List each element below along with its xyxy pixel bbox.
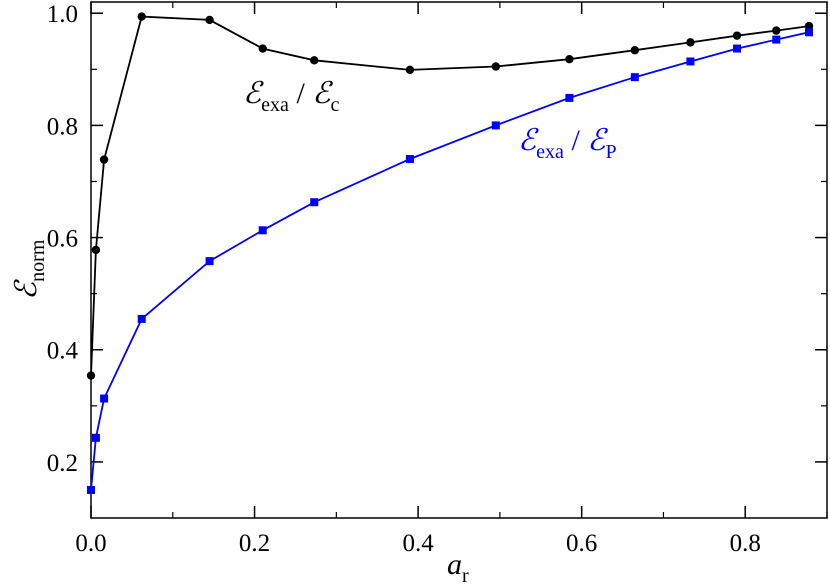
data-point-c: [804, 21, 814, 31]
y-axis-title: ℰnorm: [10, 239, 49, 300]
series-label-p: ℰexa / ℰP: [518, 124, 617, 163]
data-point-c: [310, 56, 319, 65]
x-tick-label: 0.8: [730, 530, 761, 557]
data-point-P: [630, 73, 639, 82]
series-line-P: [90, 31, 810, 491]
x-axis-title: ar: [447, 548, 469, 584]
series-line-c: [90, 15, 810, 376]
data-point-P: [100, 394, 109, 403]
x-tick-label: 0.4: [402, 530, 434, 557]
series-c: [86, 12, 814, 380]
data-point-c: [99, 155, 109, 164]
data-point-c: [258, 44, 267, 53]
x-tick-label: 0.6: [566, 530, 597, 557]
y-tick-label: 0.8: [47, 113, 78, 140]
data-point-P: [137, 314, 146, 323]
x-tick-label: 0.2: [239, 530, 270, 557]
data-point-c: [686, 38, 695, 47]
data-point-c: [732, 31, 742, 40]
data-point-P: [491, 121, 500, 130]
data-point-c: [205, 15, 214, 25]
y-tick-label: 0.4: [47, 338, 79, 365]
data-point-c: [91, 245, 101, 255]
data-point-P: [405, 155, 414, 164]
data-point-c: [491, 62, 500, 71]
data-point-c: [630, 46, 640, 55]
data-point-P: [686, 57, 695, 66]
series-layer: [86, 12, 814, 494]
data-point-c: [565, 55, 574, 64]
data-point-P: [565, 93, 574, 102]
series-label-c: ℰexa / ℰc: [243, 77, 339, 116]
data-point-P: [258, 226, 267, 235]
data-point-c: [772, 26, 781, 35]
data-point-P: [772, 35, 781, 44]
x-tick-label: 0.0: [75, 530, 106, 557]
data-point-c: [86, 371, 96, 380]
plot-frame: [90, 1, 828, 519]
ticks: 0.0 0.2 0.4 0.6 0.8 0.2 0.4 0.6 0.8 1.0: [47, 1, 828, 557]
data-point-P: [733, 44, 742, 53]
data-point-P: [87, 485, 95, 494]
data-point-P: [310, 198, 319, 207]
data-point-c: [405, 65, 415, 75]
data-point-P: [91, 433, 100, 442]
y-tick-label: 0.6: [47, 226, 78, 253]
data-point-P: [805, 28, 814, 37]
y-tick-label: 0.2: [47, 450, 78, 477]
series-P: [87, 28, 814, 494]
data-point-c: [137, 12, 146, 21]
y-tick-label: 1.0: [47, 1, 78, 28]
data-point-P: [205, 257, 214, 266]
